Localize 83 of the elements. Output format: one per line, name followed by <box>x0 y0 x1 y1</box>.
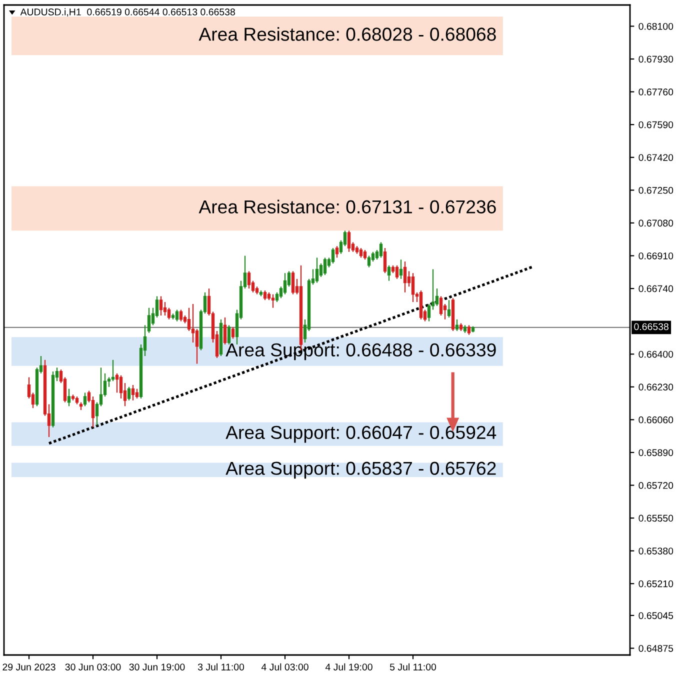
y-tick-label: 0.67080 <box>638 220 674 227</box>
candlestick <box>187 307 191 332</box>
candlestick <box>411 272 415 303</box>
candlestick <box>283 272 287 295</box>
candlestick <box>363 249 367 260</box>
band-label: Area Support: 0.66047 - 0.65924 <box>226 426 496 443</box>
candlestick <box>335 246 339 258</box>
candlestick <box>331 247 335 264</box>
candlestick <box>127 386 131 401</box>
y-tick-label: 0.65210 <box>638 580 674 588</box>
candlestick <box>135 388 139 400</box>
candlestick <box>119 374 123 400</box>
y-tick-label: 0.65890 <box>638 449 674 456</box>
candlestick <box>147 307 151 334</box>
candlestick <box>319 262 323 278</box>
candlestick <box>291 270 295 295</box>
candlestick <box>359 247 363 258</box>
y-tick-label: 0.68100 <box>638 22 674 30</box>
candlestick <box>447 300 451 318</box>
y-tick-label: 0.67250 <box>638 186 674 194</box>
x-tick-label: 3 Jul 11:00 <box>198 663 244 670</box>
y-tick-label: 0.67930 <box>638 56 674 63</box>
x-tick-label: 5 Jul 11:00 <box>390 663 436 670</box>
candlestick <box>167 307 171 320</box>
candlestick <box>191 303 195 344</box>
candlestick <box>427 303 431 322</box>
y-tick-label: 0.66910 <box>638 252 674 260</box>
x-tick-label: 4 Jul 03:00 <box>261 663 308 670</box>
candlestick <box>91 396 95 428</box>
y-tick-label: 0.66060 <box>638 416 674 424</box>
candlestick <box>111 359 115 382</box>
candlestick <box>455 318 459 332</box>
candlestick <box>159 296 163 316</box>
candlestick <box>379 242 383 258</box>
x-tick-label: 30 Jun 03:00 <box>65 664 121 670</box>
line-series <box>48 265 534 445</box>
x-tick-label: 30 Jun 19:00 <box>129 664 185 670</box>
candlestick <box>231 326 235 340</box>
band-label: Area Resistance: 0.67131 - 0.67236 <box>198 200 496 214</box>
candlestick <box>387 264 391 282</box>
candlestick <box>179 309 183 322</box>
candlestick <box>315 257 319 284</box>
candlestick <box>247 270 251 290</box>
candlestick <box>367 255 371 268</box>
y-tick-label: 0.66400 <box>638 350 674 358</box>
candlestick <box>467 324 471 336</box>
ref-line-label: 0.66538 <box>634 323 668 330</box>
y-tick-label: 0.66740 <box>638 285 674 292</box>
candlestick <box>67 388 71 407</box>
y-tick-label: 0.64875 <box>638 644 674 652</box>
candlestick <box>223 316 227 346</box>
y-tick-label: 0.66230 <box>638 384 674 391</box>
y-tick-label: 0.67420 <box>638 154 674 161</box>
candlestick <box>383 247 387 274</box>
candlestick <box>371 251 375 262</box>
candlestick <box>195 328 199 364</box>
candlestick <box>275 292 279 303</box>
candlestick <box>227 324 231 346</box>
band-label: Area Support: 0.65837 - 0.65762 <box>226 462 496 479</box>
y-tick-label: 0.65380 <box>638 548 674 554</box>
y-tick-label: 0.65550 <box>638 514 674 522</box>
candlestick <box>175 309 179 322</box>
y-tick-label: 0.65045 <box>638 612 674 620</box>
candlestick <box>435 288 439 306</box>
candlestick <box>323 257 327 276</box>
x-tick-label: 4 Jul 19:00 <box>325 663 372 670</box>
band-label: Area Resistance: 0.68028 - 0.68068 <box>198 27 496 41</box>
candlestick <box>83 392 87 407</box>
candlestick <box>403 260 407 293</box>
candlestick <box>115 372 119 394</box>
y-tick-label: 0.65720 <box>638 482 674 489</box>
chart-title: AUDUSD.i,H1 0.66519 0.66544 0.66513 0.66538 <box>20 8 235 17</box>
candlestick <box>399 259 403 280</box>
y-tick-label: 0.67590 <box>638 121 674 128</box>
candlestick <box>439 296 443 316</box>
x-tick-label: 29 Jun 2023 <box>2 664 56 670</box>
candlestick <box>271 294 275 308</box>
candlestick <box>395 264 399 280</box>
candlestick <box>163 301 167 316</box>
candlestick <box>347 230 351 252</box>
candlestick <box>131 384 135 401</box>
y-tick-label: 0.67760 <box>638 88 674 96</box>
candlestick <box>263 290 267 301</box>
